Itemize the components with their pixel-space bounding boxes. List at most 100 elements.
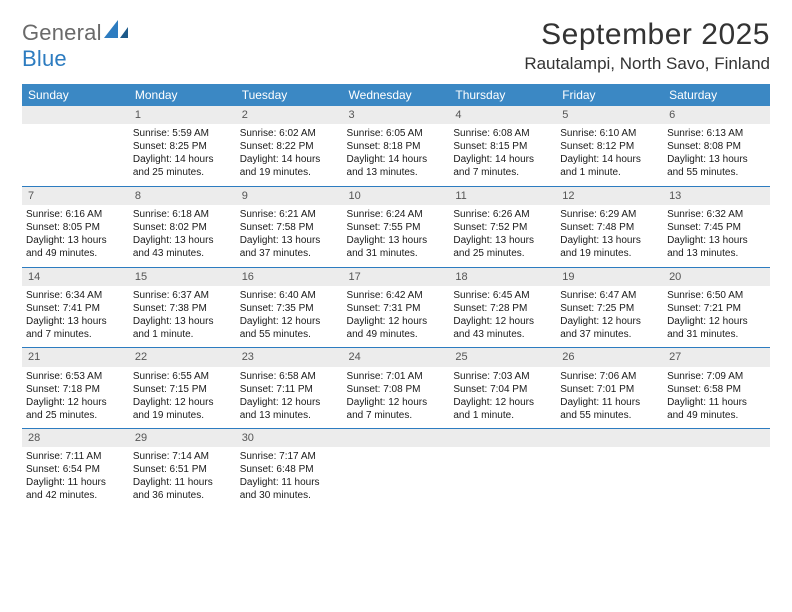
sunrise-line: Sunrise: 6:58 AM <box>240 370 339 383</box>
weekday-header: Wednesday <box>343 84 450 106</box>
sunrise-line: Sunrise: 6:16 AM <box>26 208 125 221</box>
day-number-cell: 29 <box>129 429 236 448</box>
day-info-cell: Sunrise: 6:55 AMSunset: 7:15 PMDaylight:… <box>129 367 236 429</box>
day-info-cell: Sunrise: 6:53 AMSunset: 7:18 PMDaylight:… <box>22 367 129 429</box>
sunrise-line: Sunrise: 7:11 AM <box>26 450 125 463</box>
day-info-row: Sunrise: 6:34 AMSunset: 7:41 PMDaylight:… <box>22 286 770 348</box>
sunrise-line: Sunrise: 6:13 AM <box>667 127 766 140</box>
daylight-line: Daylight: 12 hours and 31 minutes. <box>667 315 766 341</box>
day-info-cell: Sunrise: 6:02 AMSunset: 8:22 PMDaylight:… <box>236 124 343 186</box>
sunrise-line: Sunrise: 6:40 AM <box>240 289 339 302</box>
day-number-cell: 4 <box>449 106 556 124</box>
day-info-row: Sunrise: 6:16 AMSunset: 8:05 PMDaylight:… <box>22 205 770 267</box>
day-info-cell: Sunrise: 6:10 AMSunset: 8:12 PMDaylight:… <box>556 124 663 186</box>
day-info-cell: Sunrise: 6:42 AMSunset: 7:31 PMDaylight:… <box>343 286 450 348</box>
location: Rautalampi, North Savo, Finland <box>524 54 770 74</box>
day-info-cell <box>343 447 450 509</box>
day-info-cell: Sunrise: 7:11 AMSunset: 6:54 PMDaylight:… <box>22 447 129 509</box>
day-number-cell: 3 <box>343 106 450 124</box>
day-number-cell: 22 <box>129 348 236 367</box>
day-info-cell: Sunrise: 6:21 AMSunset: 7:58 PMDaylight:… <box>236 205 343 267</box>
day-number-cell: 8 <box>129 186 236 205</box>
sunrise-line: Sunrise: 6:29 AM <box>560 208 659 221</box>
daylight-line: Daylight: 13 hours and 13 minutes. <box>667 234 766 260</box>
day-info-cell <box>22 124 129 186</box>
sunset-line: Sunset: 7:08 PM <box>347 383 446 396</box>
sunrise-line: Sunrise: 6:21 AM <box>240 208 339 221</box>
day-number-cell: 19 <box>556 267 663 286</box>
day-number-cell: 27 <box>663 348 770 367</box>
day-info-row: Sunrise: 6:53 AMSunset: 7:18 PMDaylight:… <box>22 367 770 429</box>
sunset-line: Sunset: 6:58 PM <box>667 383 766 396</box>
daylight-line: Daylight: 13 hours and 37 minutes. <box>240 234 339 260</box>
weekday-header: Friday <box>556 84 663 106</box>
sunset-line: Sunset: 8:15 PM <box>453 140 552 153</box>
sunrise-line: Sunrise: 6:45 AM <box>453 289 552 302</box>
sunset-line: Sunset: 7:48 PM <box>560 221 659 234</box>
day-info-cell: Sunrise: 6:24 AMSunset: 7:55 PMDaylight:… <box>343 205 450 267</box>
daylight-line: Daylight: 12 hours and 7 minutes. <box>347 396 446 422</box>
daylight-line: Daylight: 13 hours and 55 minutes. <box>667 153 766 179</box>
day-info-row: Sunrise: 7:11 AMSunset: 6:54 PMDaylight:… <box>22 447 770 509</box>
day-number-cell <box>449 429 556 448</box>
sunset-line: Sunset: 8:02 PM <box>133 221 232 234</box>
sunrise-line: Sunrise: 6:08 AM <box>453 127 552 140</box>
brand-text-1: General <box>22 20 102 45</box>
day-number-cell: 16 <box>236 267 343 286</box>
daylight-line: Daylight: 12 hours and 19 minutes. <box>133 396 232 422</box>
sunset-line: Sunset: 7:04 PM <box>453 383 552 396</box>
daylight-line: Daylight: 14 hours and 7 minutes. <box>453 153 552 179</box>
sunset-line: Sunset: 7:55 PM <box>347 221 446 234</box>
sunrise-line: Sunrise: 7:09 AM <box>667 370 766 383</box>
weekday-header: Thursday <box>449 84 556 106</box>
daylight-line: Daylight: 11 hours and 55 minutes. <box>560 396 659 422</box>
month-title: September 2025 <box>524 18 770 52</box>
sunrise-line: Sunrise: 5:59 AM <box>133 127 232 140</box>
day-number-cell <box>663 429 770 448</box>
day-number-cell: 10 <box>343 186 450 205</box>
day-info-cell: Sunrise: 6:40 AMSunset: 7:35 PMDaylight:… <box>236 286 343 348</box>
day-info-cell: Sunrise: 7:06 AMSunset: 7:01 PMDaylight:… <box>556 367 663 429</box>
sunrise-line: Sunrise: 6:05 AM <box>347 127 446 140</box>
day-number-cell <box>22 106 129 124</box>
sunrise-line: Sunrise: 6:37 AM <box>133 289 232 302</box>
day-info-cell: Sunrise: 7:14 AMSunset: 6:51 PMDaylight:… <box>129 447 236 509</box>
day-info-cell: Sunrise: 6:32 AMSunset: 7:45 PMDaylight:… <box>663 205 770 267</box>
title-block: September 2025 Rautalampi, North Savo, F… <box>524 18 770 74</box>
daylight-line: Daylight: 13 hours and 1 minute. <box>133 315 232 341</box>
daylight-line: Daylight: 11 hours and 49 minutes. <box>667 396 766 422</box>
day-number-cell <box>343 429 450 448</box>
daylight-line: Daylight: 14 hours and 1 minute. <box>560 153 659 179</box>
sunrise-line: Sunrise: 6:50 AM <box>667 289 766 302</box>
daylight-line: Daylight: 14 hours and 25 minutes. <box>133 153 232 179</box>
day-info-cell: Sunrise: 6:58 AMSunset: 7:11 PMDaylight:… <box>236 367 343 429</box>
day-info-cell: Sunrise: 6:18 AMSunset: 8:02 PMDaylight:… <box>129 205 236 267</box>
weekday-header: Sunday <box>22 84 129 106</box>
day-number-cell: 24 <box>343 348 450 367</box>
daylight-line: Daylight: 12 hours and 13 minutes. <box>240 396 339 422</box>
sunrise-line: Sunrise: 6:24 AM <box>347 208 446 221</box>
day-info-cell: Sunrise: 6:50 AMSunset: 7:21 PMDaylight:… <box>663 286 770 348</box>
day-number-cell: 12 <box>556 186 663 205</box>
sunset-line: Sunset: 8:08 PM <box>667 140 766 153</box>
day-number-cell: 17 <box>343 267 450 286</box>
sunrise-line: Sunrise: 6:42 AM <box>347 289 446 302</box>
day-number-cell: 14 <box>22 267 129 286</box>
day-number-row: 123456 <box>22 106 770 124</box>
sunset-line: Sunset: 8:22 PM <box>240 140 339 153</box>
sunset-line: Sunset: 8:25 PM <box>133 140 232 153</box>
sunrise-line: Sunrise: 6:32 AM <box>667 208 766 221</box>
sunrise-line: Sunrise: 6:47 AM <box>560 289 659 302</box>
day-number-cell: 28 <box>22 429 129 448</box>
day-info-cell: Sunrise: 6:26 AMSunset: 7:52 PMDaylight:… <box>449 205 556 267</box>
daylight-line: Daylight: 12 hours and 1 minute. <box>453 396 552 422</box>
daylight-line: Daylight: 12 hours and 43 minutes. <box>453 315 552 341</box>
day-info-cell: Sunrise: 6:16 AMSunset: 8:05 PMDaylight:… <box>22 205 129 267</box>
day-number-row: 21222324252627 <box>22 348 770 367</box>
sunrise-line: Sunrise: 7:14 AM <box>133 450 232 463</box>
day-number-cell: 2 <box>236 106 343 124</box>
sunset-line: Sunset: 7:21 PM <box>667 302 766 315</box>
day-number-cell: 23 <box>236 348 343 367</box>
day-info-cell <box>449 447 556 509</box>
day-number-cell: 25 <box>449 348 556 367</box>
